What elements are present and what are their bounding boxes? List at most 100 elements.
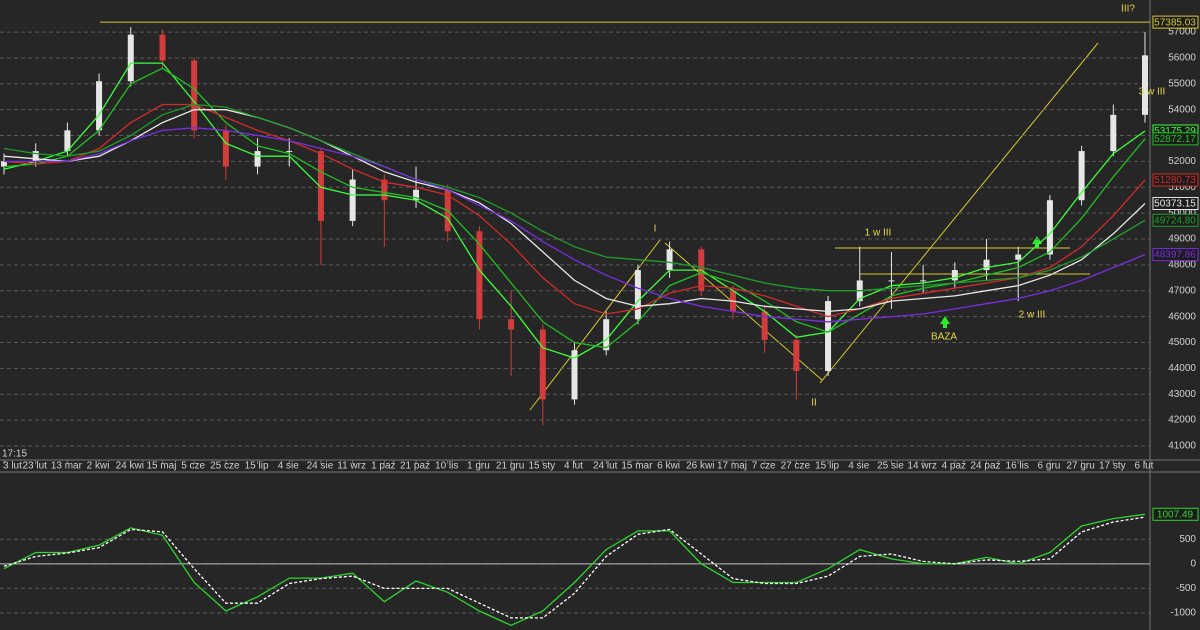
x-tick-label: 3 lut — [3, 461, 22, 472]
x-tick-label: 6 lut — [1135, 461, 1154, 472]
candle-body — [222, 130, 229, 167]
y-tick-label: 42000 — [1168, 415, 1196, 426]
annotation: I — [654, 224, 657, 235]
x-tick-label: 15 sty — [528, 461, 555, 472]
x-tick-label: 27 cze — [781, 461, 811, 472]
x-tick-label: 26 kwi — [686, 461, 714, 472]
candle-body — [920, 280, 927, 282]
candle-body — [127, 34, 134, 82]
annotation: 2 w III — [1019, 310, 1046, 321]
x-tick-label: 21 paź — [400, 461, 430, 472]
candle-body — [96, 81, 103, 131]
annotation: II — [811, 398, 817, 409]
x-tick-label: 24 kwi — [116, 461, 144, 472]
y-tick-label: 52000 — [1168, 156, 1196, 167]
candle-body — [666, 249, 673, 271]
y-tick-label: 51000 — [1168, 182, 1196, 193]
candle-body — [1, 161, 7, 167]
x-tick-label: 16 lis — [1006, 461, 1029, 472]
candle-body — [349, 179, 356, 221]
x-tick-label: 24 paź — [971, 461, 1001, 472]
y-tick-label: 50000 — [1168, 208, 1196, 219]
y-tick-label: 43000 — [1168, 389, 1196, 400]
x-tick-label: 11 wrz — [337, 461, 366, 472]
x-tick-label: 5 cze — [181, 461, 205, 472]
y-tick-label: 500 — [1179, 534, 1196, 545]
y-tick-label: 41000 — [1168, 441, 1196, 452]
y-tick-label: 55000 — [1168, 78, 1196, 89]
y-tick-label: -500 — [1176, 583, 1196, 594]
candle-body — [1142, 55, 1148, 115]
x-tick-label: 25 cze — [210, 461, 240, 472]
series-line — [3, 62, 1146, 359]
last-value-box — [1152, 132, 1199, 146]
x-tick-label: 1 paź — [371, 461, 395, 472]
x-tick-label: 25 sie — [877, 461, 904, 472]
last-value-label: 53175.29 — [1154, 126, 1196, 137]
level-label: 57385.03 — [1154, 17, 1196, 28]
x-tick-label: 15 maj — [146, 461, 176, 472]
candle-body — [888, 280, 895, 282]
series-line — [3, 109, 1146, 313]
annotation: III? — [1121, 4, 1135, 15]
candle-body — [983, 259, 990, 271]
y-tick-label: 0 — [1190, 558, 1196, 569]
y-tick-label: 46000 — [1168, 311, 1196, 322]
last-value-box — [1152, 213, 1199, 227]
y-tick-label: 49000 — [1168, 234, 1196, 245]
candle-body — [825, 301, 832, 371]
x-tick-label: 15 lip — [815, 461, 839, 472]
candle-body — [286, 151, 293, 153]
series-line — [3, 103, 1146, 292]
candle-body — [1110, 114, 1117, 152]
last-value-label: 48397.86 — [1154, 250, 1196, 261]
level-box — [1152, 15, 1199, 29]
candle-body — [191, 60, 198, 131]
candle-body — [539, 329, 546, 400]
candle-body — [951, 270, 958, 281]
last-value-box — [1152, 248, 1199, 262]
last-value-box — [1152, 507, 1199, 521]
x-tick-label: 4 paź — [942, 461, 966, 472]
candle-body — [603, 319, 610, 351]
y-tick-label: 45000 — [1168, 337, 1196, 348]
candle-body — [634, 270, 641, 320]
last-value-label: 51280.73 — [1154, 175, 1196, 186]
candle-body — [159, 34, 166, 61]
last-value-label: 50373.15 — [1154, 199, 1196, 210]
x-tick-label: 24 lut — [593, 461, 618, 472]
y-tick-label: 54000 — [1168, 104, 1196, 115]
x-tick-label: 4 sie — [278, 461, 300, 472]
x-tick-label: 23 lut — [22, 461, 47, 472]
x-tick-label: 17 maj — [717, 461, 747, 472]
arrow — [1032, 236, 1042, 248]
x-tick-label: 13 mar — [51, 461, 83, 472]
x-tick-label: 10 lis — [435, 461, 458, 472]
series-line — [3, 516, 1146, 619]
x-tick-label: 21 gru — [496, 461, 524, 472]
x-tick-label: 1 gru — [467, 461, 490, 472]
arrow — [940, 316, 950, 328]
candle-body — [1078, 151, 1085, 201]
annotation: 1 w III — [865, 228, 892, 239]
candle-body — [413, 189, 420, 201]
last-value-label: 52872.17 — [1154, 134, 1196, 145]
candle-body — [64, 130, 71, 152]
candle-body — [508, 319, 515, 330]
candle-body — [571, 350, 578, 400]
x-tick-label: 4 sie — [848, 461, 870, 472]
x-tick-label: 2 kwi — [87, 461, 110, 472]
candle-body — [381, 179, 388, 201]
x-tick-label: 4 lut — [564, 461, 583, 472]
candle-body — [254, 151, 261, 167]
time-label: 17:15 — [2, 449, 27, 460]
last-value-label: 1007.49 — [1157, 509, 1194, 520]
candle-body — [32, 151, 39, 162]
last-value-box — [1152, 173, 1199, 187]
x-tick-label: 7 cze — [752, 461, 776, 472]
x-tick-label: 15 mar — [621, 461, 653, 472]
y-tick-label: 44000 — [1168, 363, 1196, 374]
annotation: 3 w III — [1139, 87, 1166, 98]
